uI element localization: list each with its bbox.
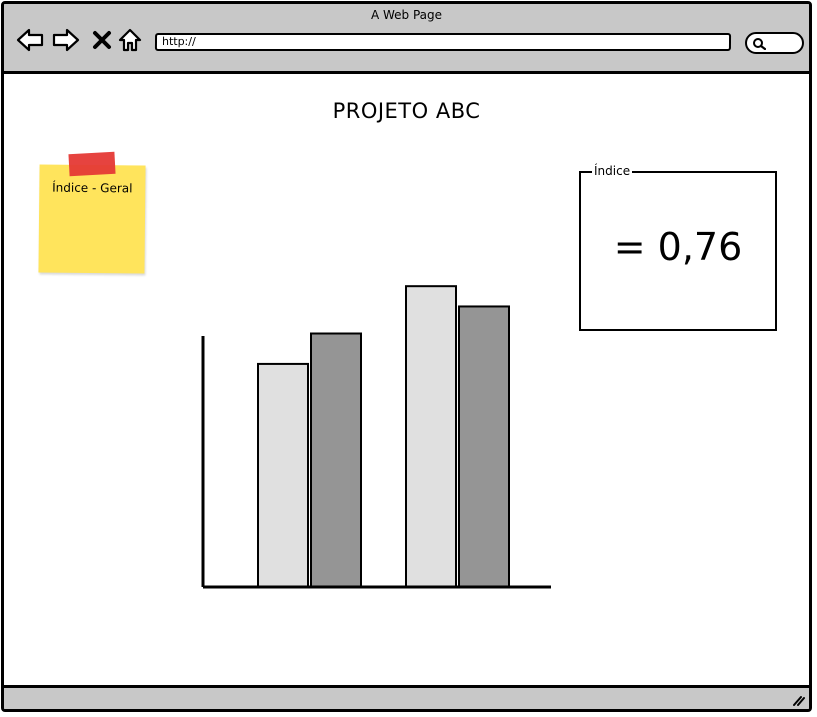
chart-bar-group1-series1 <box>257 362 309 589</box>
window-title: A Web Page <box>370 8 443 22</box>
forward-button[interactable] <box>52 26 80 54</box>
arrow-right-icon <box>52 28 80 52</box>
close-icon <box>93 31 111 49</box>
arrow-left-icon <box>16 28 44 52</box>
search-icon <box>753 38 766 50</box>
back-button[interactable] <box>16 26 44 54</box>
browser-toolbar: A Web Page http:// <box>4 4 809 74</box>
index-fieldset: Índice = 0,76 <box>579 164 777 331</box>
home-icon <box>118 28 142 52</box>
chart-bar-group2-series1 <box>405 285 457 588</box>
index-value: = 0,76 <box>613 225 743 269</box>
status-bar <box>4 685 809 709</box>
search-field[interactable] <box>745 32 804 54</box>
stop-button[interactable] <box>88 26 116 54</box>
home-button[interactable] <box>116 26 144 54</box>
chart-bar-group2-series2 <box>458 305 510 588</box>
index-legend: Índice <box>592 164 633 178</box>
chart-bar-group1-series2 <box>310 332 362 588</box>
resize-grip-icon[interactable] <box>791 694 805 706</box>
page-title: PROJETO ABC <box>332 99 481 123</box>
